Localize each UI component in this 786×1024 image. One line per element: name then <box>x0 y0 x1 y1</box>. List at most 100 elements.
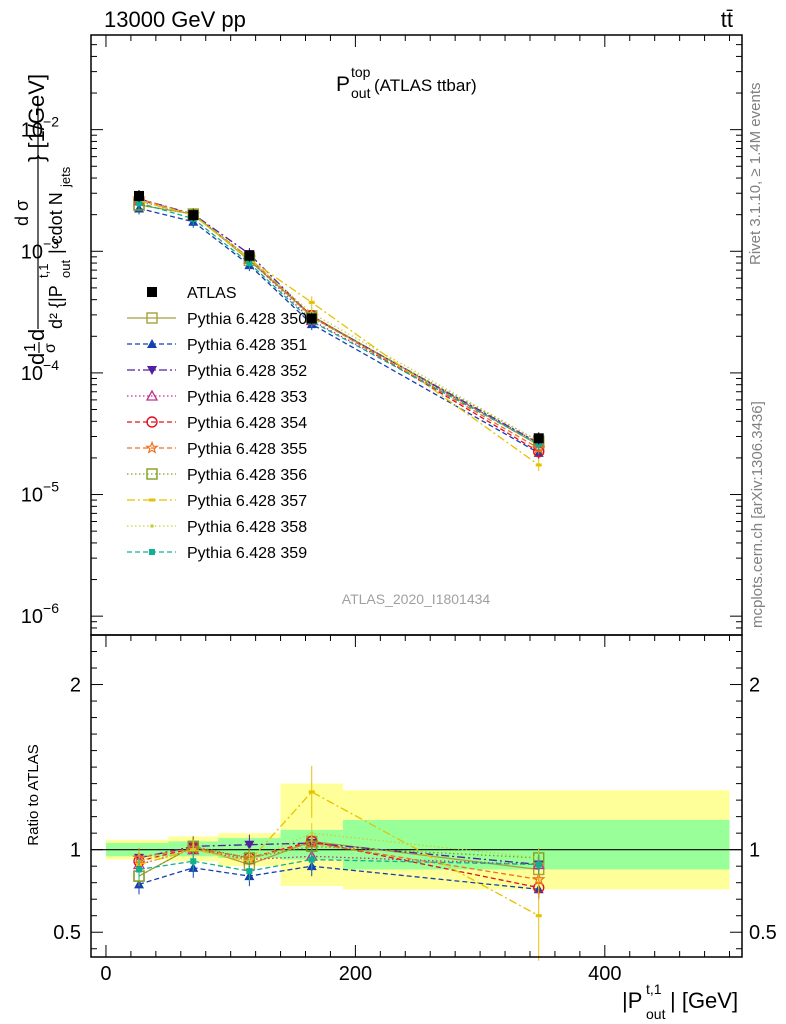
legend-entry: Pythia 6.428 359 <box>127 545 307 562</box>
legend-entry: Pythia 6.428 358 <box>127 519 307 536</box>
ratio-y-tick-label: 1 <box>70 840 81 862</box>
svg-text:out: out <box>58 260 73 278</box>
legend-marker <box>150 524 154 528</box>
main-series-atlas <box>134 189 544 445</box>
legend-label: Pythia 6.428 359 <box>187 545 307 562</box>
legend-label: Pythia 6.428 358 <box>187 519 307 536</box>
data-point <box>533 433 544 444</box>
data-point <box>188 210 199 221</box>
ratio-data-point <box>190 858 197 865</box>
legend-entry: Pythia 6.428 351 <box>127 337 307 354</box>
rivet-version-label: Rivet 3.1.10, ≥ 1.4M events <box>747 83 764 266</box>
data-point <box>246 260 253 267</box>
x-tick-label: 400 <box>588 963 621 985</box>
legend-marker <box>146 312 158 324</box>
svg-text:d: d <box>24 353 49 365</box>
analysis-id-label: ATLAS_2020_I1801434 <box>342 591 491 607</box>
ratio-y-axis-label: Ratio to ATLAS <box>25 744 42 845</box>
x-tick-label: 0 <box>100 963 111 985</box>
ratio-axes: 0.5 0.5 1 1 2 2 0 200 400 <box>53 635 777 985</box>
ratio-y-tick-label-right: 0.5 <box>749 922 777 944</box>
plot-title-superscript: top <box>351 64 371 80</box>
ratio-data-point <box>535 861 542 868</box>
ratio-plot-frame <box>90 634 743 958</box>
ratio-y-tick-label-right: 2 <box>749 675 760 697</box>
series-line <box>138 207 540 454</box>
main-y-axis-label: d 1 σ d d σ d² {|P t,1 out | cdot N jets… <box>12 74 73 365</box>
legend-label: Pythia 6.428 356 <box>187 467 307 484</box>
legend-entry: Pythia 6.428 350 <box>127 311 307 328</box>
legend-label: Pythia 6.428 357 <box>187 493 307 510</box>
svg-text:} [1/GeV]: } [1/GeV] <box>24 74 49 162</box>
legend-label: Pythia 6.428 354 <box>187 415 307 432</box>
legend-entry: Pythia 6.428 355 <box>127 440 307 458</box>
legend-label: Pythia 6.428 353 <box>187 389 307 406</box>
ratio-series-line <box>138 842 539 866</box>
svg-text:t,1: t,1 <box>646 981 662 997</box>
legend-label: ATLAS <box>187 285 237 302</box>
ratio-series-group <box>132 765 546 961</box>
ratio-data-point <box>308 856 315 863</box>
legend-entry: Pythia 6.428 352 <box>127 363 307 380</box>
data-point <box>535 463 542 467</box>
legend-marker <box>145 440 159 454</box>
legend-entry: Pythia 6.428 354 <box>127 415 307 432</box>
ratio-y-tick-label: 2 <box>70 675 81 697</box>
legend-marker <box>147 339 157 348</box>
plot-title-suffix: (ATLAS ttbar) <box>374 76 477 95</box>
main-y-tick-label: 10−4 <box>21 357 59 385</box>
legend: ATLAS Pythia 6.428 350 Pythia 6.428 351 Pyt… <box>127 285 307 562</box>
legend-label: Pythia 6.428 350 <box>187 311 307 328</box>
ratio-data-point <box>309 831 314 835</box>
svg-text:d: d <box>24 329 49 341</box>
legend-entry: Pythia 6.428 353 <box>127 389 307 406</box>
svg-text:σ: σ <box>42 343 59 353</box>
legend-label: Pythia 6.428 351 <box>187 337 307 354</box>
legend-entry: Pythia 6.428 357 <box>127 493 307 510</box>
main-panel: 10−610−510−410−310−2 P top out (ATLAS tt… <box>12 34 743 636</box>
series-line <box>138 200 540 466</box>
data-point <box>134 190 145 201</box>
ratio-y-tick-label-right: 1 <box>749 840 760 862</box>
ratio-data-point <box>244 840 255 850</box>
series-line <box>138 199 540 442</box>
legend-marker <box>147 287 157 297</box>
ratio-series-pythia-6-428-359 <box>136 849 542 882</box>
legend-entry: Pythia 6.428 356 <box>127 467 307 484</box>
header-energy-label: 13000 GeV pp <box>104 7 246 32</box>
ratio-data-point <box>136 866 143 873</box>
ratio-data-point <box>246 868 253 875</box>
svg-text:| cdot N: | cdot N <box>46 192 66 254</box>
main-y-tick-label: 10−5 <box>21 479 59 507</box>
series-line <box>138 198 540 444</box>
legend-marker <box>146 468 158 480</box>
legend-marker <box>146 416 158 428</box>
data-point <box>136 199 143 206</box>
svg-text:d σ: d σ <box>12 200 32 226</box>
main-y-axis: 10−610−510−410−310−2 <box>21 34 742 636</box>
legend-marker <box>149 498 155 502</box>
ratio-data-point <box>308 790 315 794</box>
legend-entry: ATLAS <box>147 285 237 302</box>
ratio-series-line <box>138 845 539 877</box>
x-tick-label: 200 <box>339 963 372 985</box>
x-axis-label: |P t,1 out | [GeV] <box>622 981 738 1022</box>
data-point <box>244 250 255 261</box>
legend-label: Pythia 6.428 355 <box>187 441 307 458</box>
data-point <box>308 300 315 304</box>
ratio-y-tick-label: 0.5 <box>53 922 81 944</box>
svg-text:|P: |P <box>622 988 642 1013</box>
svg-text:1: 1 <box>22 343 39 352</box>
svg-text:jets: jets <box>58 166 73 188</box>
main-series-group <box>132 189 546 471</box>
mcplots-credit-label: mcplots.cern.ch [arXiv:1306.3436] <box>749 401 766 628</box>
legend-marker <box>147 366 157 375</box>
svg-text:t,1: t,1 <box>36 264 51 278</box>
svg-text:d² {|P: d² {|P <box>46 285 66 329</box>
plot-title: P top out (ATLAS ttbar) <box>336 64 477 101</box>
legend-marker <box>145 389 159 401</box>
ratio-data-point <box>191 847 196 852</box>
legend-marker <box>149 549 155 555</box>
data-point <box>306 313 317 324</box>
